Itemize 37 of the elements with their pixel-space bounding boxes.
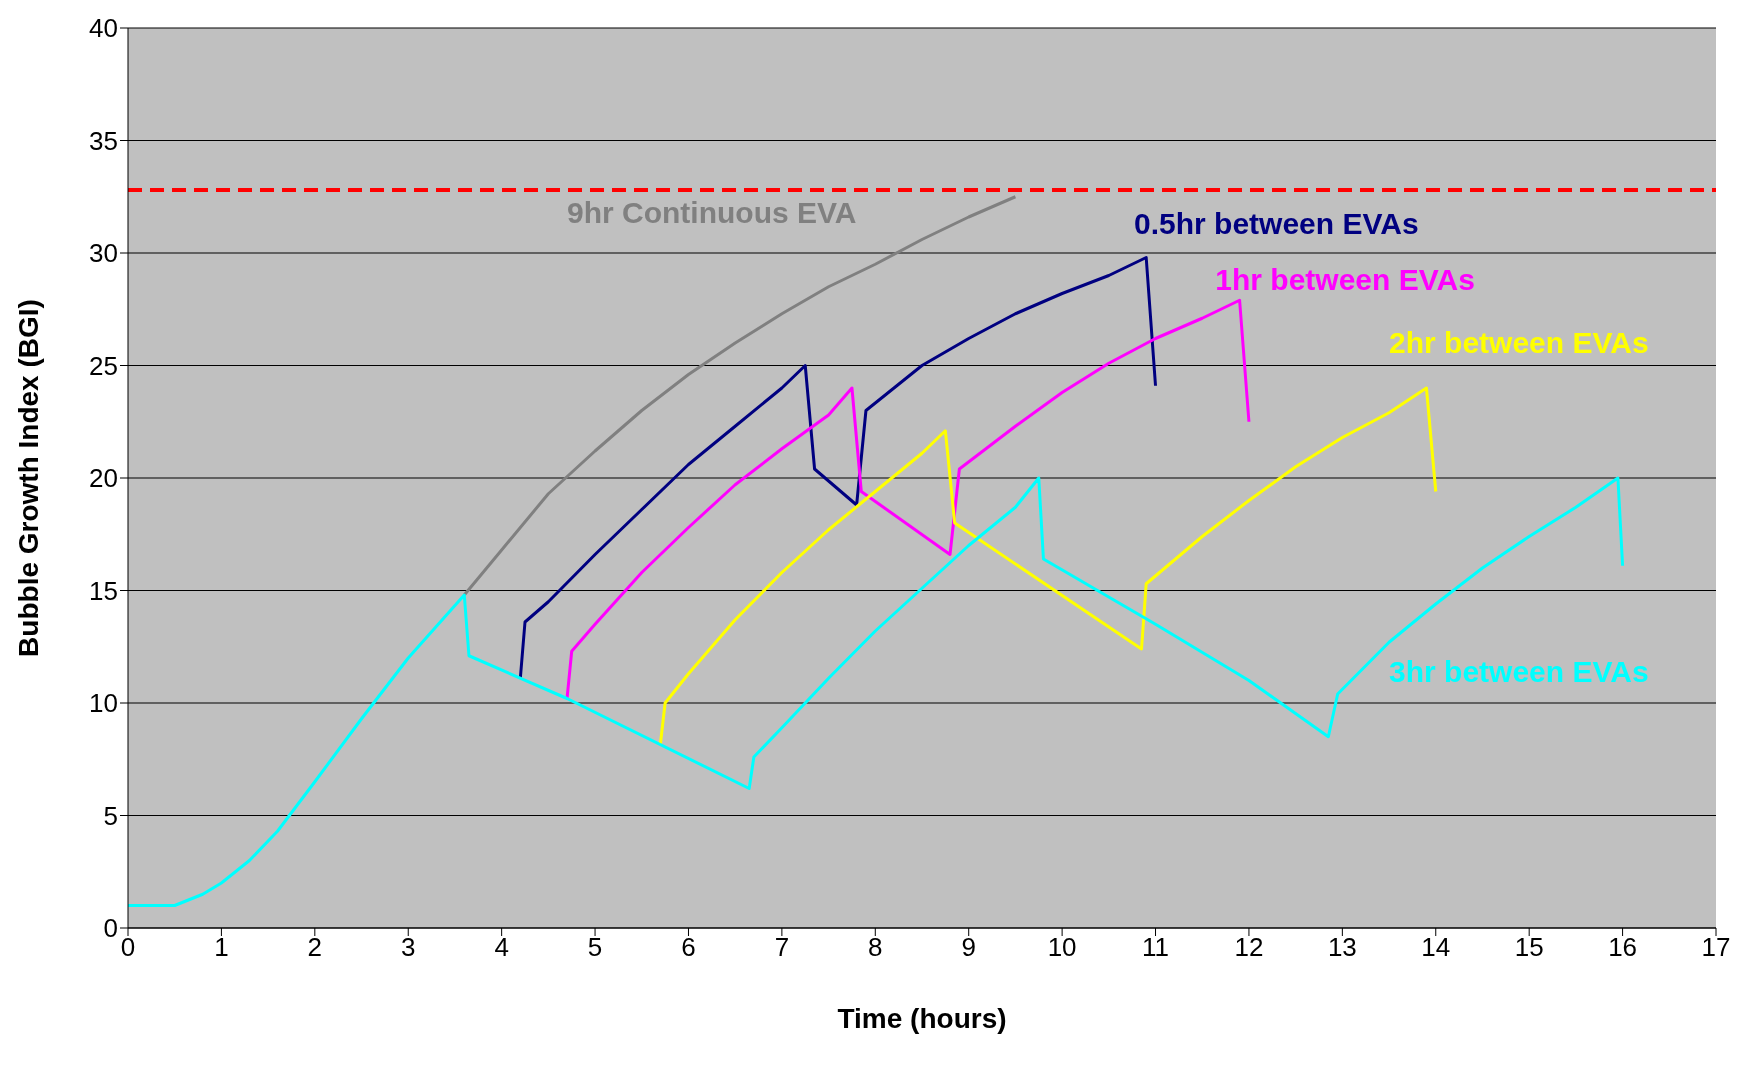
y-tick-label: 5 (103, 800, 118, 831)
y-tick-label: 10 (89, 688, 118, 719)
x-tick-label: 7 (774, 932, 790, 963)
y-tick-label: 0 (103, 913, 118, 944)
x-tick-label: 1 (214, 932, 229, 963)
x-tick-label: 5 (587, 932, 603, 963)
line-series (518, 256, 1158, 680)
x-tick-label: 14 (1421, 932, 1451, 963)
x-axis-title: Time (hours) (837, 1003, 1007, 1034)
series-label: 2hr between EVAs (1389, 326, 1649, 360)
series-label: 1hr between EVAs (1215, 263, 1475, 297)
x-tick-label: 2 (307, 932, 323, 963)
x-tick-label: 8 (868, 932, 883, 963)
y-tick-label: 20 (89, 463, 118, 494)
x-tick-label: 4 (494, 932, 509, 963)
x-tick-label: 15 (1514, 932, 1544, 963)
series-label: 9hr Continuous EVA (567, 195, 857, 229)
x-tick-label: 13 (1327, 932, 1357, 963)
x-tick-label: 9 (961, 932, 976, 963)
y-tick-label: 35 (89, 125, 118, 156)
x-tick-label: 11 (1142, 932, 1170, 963)
y-tick-label: 15 (89, 575, 118, 606)
series-label: 3hr between EVAs (1389, 654, 1649, 688)
y-tick-label: 30 (89, 238, 118, 269)
x-tick-label: 17 (1701, 932, 1731, 963)
line-series (462, 195, 1017, 597)
line-series (658, 386, 1438, 745)
series-label: 0.5hr between EVAs (1134, 206, 1419, 240)
line-series (565, 298, 1251, 700)
x-tick-label: 12 (1234, 932, 1264, 963)
y-tick-label: 25 (89, 350, 118, 381)
y-axis-title: Bubble Growth Index (BGI) (12, 299, 44, 657)
x-tick-label: 16 (1608, 932, 1638, 963)
y-tick-label: 40 (89, 13, 118, 44)
x-tick-label: 10 (1047, 932, 1077, 963)
x-tick-label: 3 (401, 932, 416, 963)
x-tick-label: 6 (681, 932, 696, 963)
